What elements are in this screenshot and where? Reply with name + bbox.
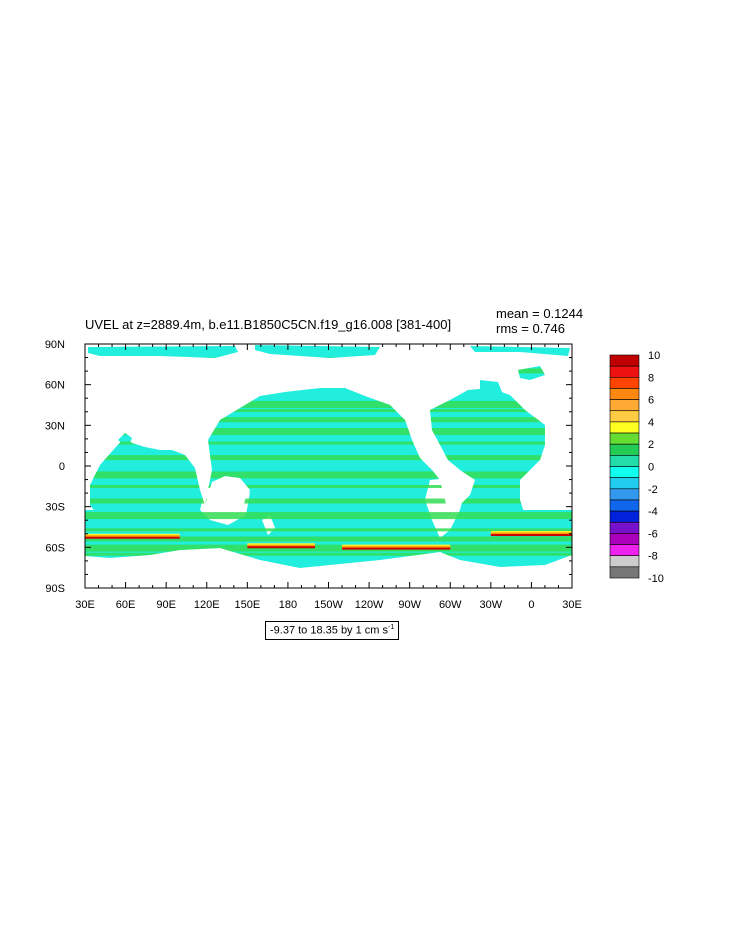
velocity-band	[85, 417, 572, 423]
marginal-sea-region	[480, 380, 502, 396]
colorbar-swatch	[609, 466, 640, 478]
arctic-ocean-region	[255, 345, 380, 358]
colorbar-label: -4	[648, 506, 658, 518]
x-tick-label: 120W	[355, 599, 384, 611]
current-front	[342, 547, 451, 550]
y-tick-label: 0	[59, 461, 65, 473]
colorbar-swatch	[609, 421, 640, 434]
velocity-band	[85, 552, 572, 556]
colorbar-swatch	[609, 399, 640, 412]
arctic-ocean-region	[470, 346, 570, 356]
velocity-band	[85, 471, 572, 479]
current-front	[85, 535, 180, 538]
x-tick-label: 150W	[314, 599, 343, 611]
colorbar: 10 8 6 4 2 0 -2 -4 -6 -8 -10	[609, 350, 664, 585]
colorbar-swatch	[609, 510, 640, 523]
colorbar-label: 8	[648, 372, 654, 384]
current-front	[247, 544, 315, 547]
current-front	[247, 543, 315, 546]
y-tick-label: 60S	[45, 542, 65, 554]
x-tick-label: 0	[528, 599, 534, 611]
velocity-band	[85, 455, 572, 461]
colorbar-label: 10	[648, 350, 660, 362]
colorbar-swatch	[609, 365, 640, 378]
x-tick-label: 30E	[75, 599, 95, 611]
velocity-band	[85, 400, 572, 408]
x-tick-label: 120E	[194, 599, 220, 611]
colorbar-swatch	[609, 488, 640, 501]
arctic-ocean-region	[88, 346, 238, 358]
range-text: -9.37 to 18.35 by 1 cm s	[270, 624, 389, 637]
current-front	[247, 546, 315, 549]
current-front	[342, 544, 451, 547]
colorbar-swatch	[609, 499, 640, 512]
colorbar-swatch	[609, 388, 640, 400]
velocity-band	[85, 357, 572, 361]
colorbar-swatch	[609, 521, 640, 534]
velocity-band	[85, 512, 572, 520]
colorbar-swatch	[609, 533, 640, 545]
colorbar-swatch	[609, 555, 640, 568]
y-tick-label: 90N	[45, 339, 65, 351]
range-exponent: -1	[388, 624, 395, 631]
velocity-band	[85, 528, 572, 532]
x-tick-label: 180	[279, 599, 297, 611]
velocity-band	[85, 484, 572, 488]
colorbar-swatch	[609, 432, 640, 445]
contour-range-label: -9.37 to 18.35 by 1 cm s-1	[265, 621, 400, 640]
colorbar-label: 6	[648, 395, 654, 407]
colorbar-label: -10	[648, 573, 664, 585]
colorbar-swatch	[609, 443, 640, 456]
y-tick-label: 60N	[45, 380, 65, 392]
colorbar-label: 4	[648, 417, 654, 429]
x-axis: 30E 60E 90E 120E 150E 180 150W 120W 90W 60W 30W 0 30…	[75, 344, 582, 611]
x-tick-label: 60W	[439, 599, 462, 611]
colorbar-label: -6	[648, 528, 658, 540]
colorbar-swatch	[609, 455, 640, 467]
colorbar-label: -2	[648, 484, 658, 496]
x-tick-label: 90W	[398, 599, 421, 611]
current-front	[490, 532, 572, 535]
south-america-land	[425, 478, 465, 538]
velocity-band	[85, 498, 572, 504]
velocity-band	[85, 536, 572, 542]
x-tick-label: 90E	[156, 599, 176, 611]
current-front	[490, 531, 572, 534]
velocity-band	[85, 544, 572, 552]
colorbar-swatch	[609, 376, 640, 389]
current-front	[342, 546, 451, 549]
colorbar-swatch	[609, 477, 640, 490]
x-tick-label: 30W	[480, 599, 503, 611]
colorbar-swatch	[609, 410, 640, 423]
velocity-band	[85, 368, 572, 374]
velocity-band	[85, 441, 572, 445]
colorbar-label: -8	[648, 551, 658, 563]
x-tick-label: 150E	[234, 599, 260, 611]
y-axis: 90N 60N 30N 0 30S 60S 90S	[45, 339, 572, 595]
y-tick-label: 30S	[45, 502, 65, 514]
y-tick-label: 30N	[45, 420, 65, 432]
mean-stat: mean = 0.1244	[496, 306, 584, 321]
colorbar-swatch	[609, 566, 640, 579]
y-tick-label: 90S	[45, 583, 65, 595]
colorbar-label: 0	[648, 462, 654, 474]
velocity-band	[85, 409, 572, 413]
current-front	[85, 533, 180, 536]
current-front	[490, 534, 572, 537]
colorbar-swatch	[609, 544, 640, 556]
colorbar-label: 2	[648, 439, 654, 451]
colorbar-swatch	[609, 354, 640, 367]
rms-stat: rms = 0.746	[496, 321, 566, 336]
africa-land	[543, 448, 572, 505]
velocity-band	[85, 428, 572, 436]
current-front	[85, 536, 180, 539]
x-tick-label: 60E	[116, 599, 136, 611]
plot-title: UVEL at z=2889.4m, b.e11.B1850C5CN.f19_g…	[85, 317, 452, 332]
x-tick-label: 30E	[562, 599, 582, 611]
